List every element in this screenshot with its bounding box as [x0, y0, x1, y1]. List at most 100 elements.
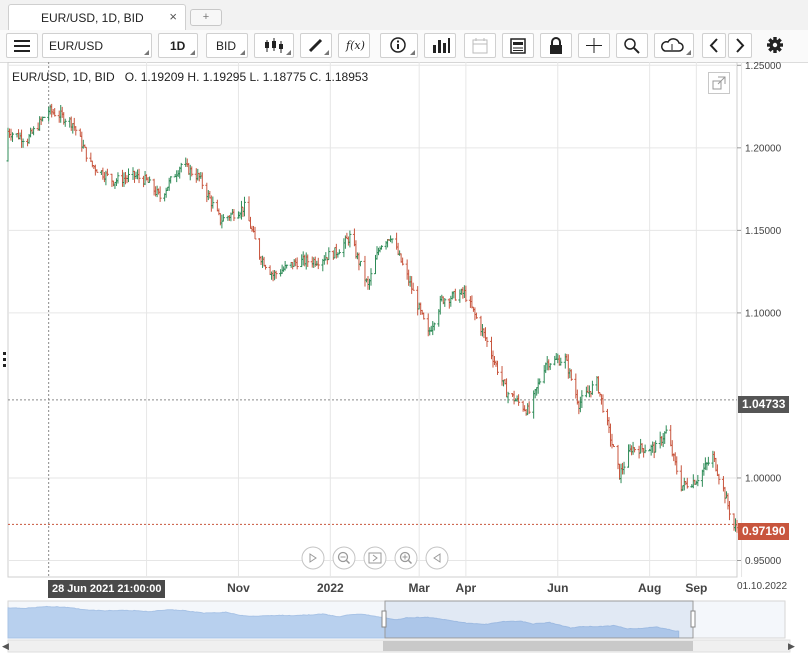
lock-button[interactable] [540, 33, 572, 58]
magnifier-glass [337, 551, 349, 563]
ohlc-bar [11, 132, 15, 142]
zoom-in-icon [394, 546, 418, 570]
ohlc-bar [422, 312, 426, 320]
arrow-shape [433, 553, 441, 563]
scroll-left-arrow-icon[interactable]: ◀ [2, 641, 9, 651]
zoom-button[interactable] [616, 33, 648, 58]
zoom-in-button[interactable] [394, 546, 418, 570]
ohlc-bar [116, 172, 120, 184]
ohlc-bar [474, 312, 478, 319]
ohlc-bar [337, 249, 341, 255]
crosshair-button[interactable] [578, 33, 610, 58]
x-tick-label: Nov [227, 581, 250, 595]
ohlc-bar [517, 394, 521, 406]
magnifier-handle [345, 559, 351, 565]
ohlc-bar [369, 268, 373, 286]
panel-resize-handle[interactable] [2, 352, 8, 368]
chevron-left-icon [709, 38, 718, 53]
scroll-left-button[interactable] [702, 33, 726, 58]
price-side-select[interactable]: BID [206, 33, 248, 58]
x-tick-label: 2022 [317, 581, 344, 595]
calendar-button[interactable] [464, 33, 496, 58]
ohlc-bar [74, 126, 78, 136]
chart-type-button[interactable] [254, 33, 294, 58]
scroll-right-arrow-icon[interactable]: ▶ [788, 641, 795, 651]
ohlc-bar [264, 264, 268, 270]
ohlc-bar [348, 230, 352, 248]
ohlc-bar [158, 186, 162, 202]
cloud-upload-icon [661, 38, 684, 52]
lock-icon [550, 37, 562, 54]
x-tick-label: Jun [547, 581, 568, 595]
close-icon[interactable]: × [169, 9, 177, 24]
ohlc-bar [527, 401, 531, 414]
time-axis: SepNov2022MarAprJunAugSep [136, 581, 708, 595]
fit-arrow [372, 554, 378, 562]
ohlc-bar [727, 500, 731, 521]
volume-button[interactable] [424, 33, 456, 58]
ohlc-bar [506, 391, 510, 404]
ohlc-bar [232, 209, 236, 222]
ohlc-bar [32, 126, 36, 136]
interval-select[interactable]: 1D [158, 33, 198, 58]
navigator[interactable] [7, 600, 791, 653]
menu-icon [14, 40, 30, 52]
menu-button[interactable] [6, 33, 38, 58]
ohlc-bar [432, 322, 436, 331]
ohlc-bar [401, 257, 405, 266]
zoom-out-button[interactable] [332, 546, 356, 570]
news-button[interactable] [502, 33, 534, 58]
ohlc-bar [327, 247, 331, 261]
y-tick-label: 1.10000 [745, 308, 782, 319]
fit-button[interactable] [363, 546, 387, 570]
new-tab-button[interactable]: + [190, 9, 222, 26]
expand-icon [712, 76, 726, 90]
ohlc-bar [453, 288, 457, 301]
toolbar: EUR/USD 1D BID f(x) [0, 30, 808, 63]
y-tick-label: 1.20000 [745, 143, 782, 154]
ohlc-bar [21, 138, 25, 148]
dropdown-corner-icon [286, 50, 291, 55]
expand-chart-button[interactable] [708, 72, 730, 94]
ohlc-bar [126, 168, 130, 183]
plot-frame [7, 62, 738, 578]
last-price-label: 0.97190 [738, 523, 790, 540]
scroll-right-button[interactable] [728, 33, 752, 58]
dropdown-corner-icon [410, 50, 415, 55]
dropdown-corner-icon [190, 50, 195, 55]
calendar-icon [472, 38, 488, 54]
ohlc-bar [675, 456, 679, 475]
legend-ohlc-values: O. 1.19209 H. 1.19295 L. 1.18775 C. 1.18… [124, 70, 369, 84]
gear-icon [767, 37, 783, 53]
draw-button[interactable] [300, 33, 332, 58]
ohlc-bar [221, 214, 225, 222]
ohlc-bar [443, 298, 447, 307]
ohlc-bar [42, 116, 46, 118]
settings-button[interactable] [760, 33, 792, 58]
info-button[interactable] [380, 33, 418, 58]
ohlc-bar [464, 285, 468, 303]
x-tick-label: Mar [409, 581, 431, 595]
zoom-out-icon [332, 546, 356, 570]
fit-frame [368, 552, 382, 564]
cloud-button[interactable] [654, 33, 694, 58]
interval-value: 1D [170, 39, 186, 53]
ohlc-bar [253, 226, 257, 240]
navigator-handle-left [381, 610, 387, 628]
symbol-select[interactable]: EUR/USD [42, 33, 152, 58]
indicators-button[interactable]: f(x) [338, 33, 370, 58]
tab-bar: EUR/USD, 1D, BID × + [0, 0, 808, 31]
crosshair-icon [586, 38, 602, 53]
ohlc-bar [242, 196, 246, 217]
price-chart[interactable]: 1.25000 1.20000 1.15000 1.10000 1.00000 0.950… [0, 62, 808, 660]
prev-button[interactable] [301, 546, 325, 570]
ohlc-bar [580, 390, 584, 408]
chart-tab[interactable]: EUR/USD, 1D, BID × [8, 4, 186, 30]
crosshair-price-label: 1.04733 [738, 396, 790, 413]
axis-date-end-label: 01.10.2022 [737, 581, 788, 592]
next-button[interactable] [425, 546, 449, 570]
fit-icon [363, 546, 387, 570]
ohlc-bar [696, 474, 700, 487]
y-tick-label: 1.00000 [745, 473, 782, 484]
ohlc-bar [169, 176, 173, 184]
